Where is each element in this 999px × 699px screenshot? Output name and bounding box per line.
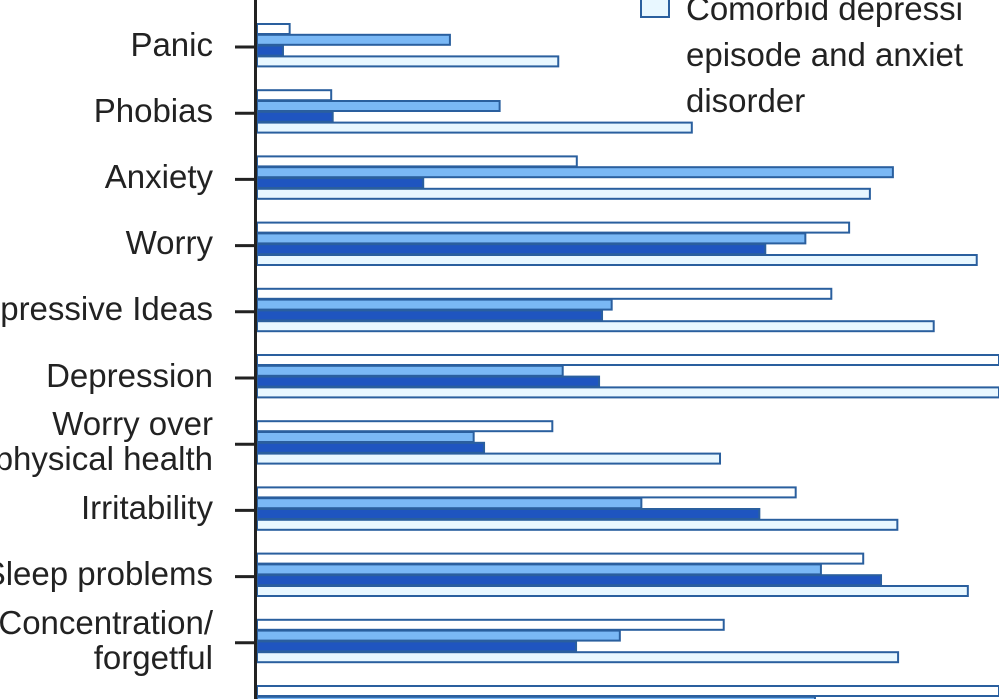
category-label: Depressive Ideas bbox=[0, 291, 213, 326]
category-label: Worry over physical health bbox=[0, 406, 213, 476]
bar-series1-7 bbox=[256, 486, 797, 499]
category-label-line: physical health bbox=[0, 440, 213, 478]
category-label: Worry bbox=[126, 225, 213, 260]
bar-series2-4 bbox=[256, 298, 613, 311]
legend-line: episode and anxiet bbox=[686, 36, 964, 73]
category-label-line: Phobias bbox=[93, 91, 213, 129]
bar-series4-0 bbox=[256, 55, 560, 68]
category-label: Sleep problems bbox=[0, 556, 213, 591]
bar-series3-7 bbox=[256, 508, 761, 520]
bar-series1-0 bbox=[256, 23, 291, 35]
category-label-line: Depression bbox=[46, 356, 213, 394]
bar-series1-6 bbox=[256, 420, 554, 433]
category-label: Irritability bbox=[81, 490, 213, 525]
bar-series2-10 bbox=[256, 695, 816, 699]
category-label: Depression bbox=[46, 358, 213, 393]
bar-series2-7 bbox=[256, 497, 643, 510]
bar-series4-6 bbox=[256, 452, 722, 465]
bar-series2-5 bbox=[256, 364, 564, 377]
bar-series2-0 bbox=[256, 33, 451, 46]
bar-series4-7 bbox=[256, 518, 899, 531]
bar-series3-1 bbox=[256, 110, 334, 123]
bar-series2-3 bbox=[256, 232, 807, 245]
bar-series2-2 bbox=[256, 166, 894, 179]
category-label-line: Irritability bbox=[80, 488, 213, 526]
bar-series3-4 bbox=[256, 309, 604, 322]
bar-series3-8 bbox=[256, 574, 883, 587]
bar-series4-1 bbox=[256, 121, 693, 134]
bar-series1-4 bbox=[256, 287, 833, 300]
category-label-line: Depressive Ideas bbox=[0, 290, 213, 328]
bar-series3-6 bbox=[256, 441, 486, 454]
category-label-line: Worry bbox=[125, 224, 213, 262]
bar-series2-1 bbox=[256, 100, 501, 112]
category-label-line: Worry over bbox=[52, 405, 213, 443]
category-label-line: Sleep problems bbox=[0, 555, 213, 593]
bar-series4-2 bbox=[256, 187, 871, 200]
legend-line: disorder bbox=[686, 82, 806, 119]
bar-series3-5 bbox=[256, 375, 601, 388]
bar-series2-6 bbox=[256, 431, 475, 443]
bar-series3-2 bbox=[256, 177, 425, 189]
bar-series4-3 bbox=[256, 254, 978, 266]
category-label-line: Anxiety bbox=[104, 157, 213, 195]
bar-series1-5 bbox=[256, 354, 999, 366]
bar-series2-9 bbox=[256, 629, 621, 642]
category-label: Concentration/forgetful bbox=[0, 605, 213, 675]
bar-series3-9 bbox=[256, 640, 578, 653]
bar-series1-10 bbox=[256, 685, 999, 697]
legend-text: Comorbid depressi episode and anxiet dis… bbox=[686, 0, 963, 124]
bar-series1-2 bbox=[256, 155, 578, 168]
bar-series3-0 bbox=[256, 44, 284, 57]
bar-series1-9 bbox=[256, 618, 725, 631]
bar-series4-5 bbox=[256, 386, 999, 399]
bar-series1-3 bbox=[256, 221, 851, 234]
category-label-line: Panic bbox=[130, 25, 213, 63]
bar-series1-1 bbox=[256, 89, 333, 102]
category-label-line: forgetful bbox=[93, 638, 213, 676]
bar-series2-8 bbox=[256, 563, 822, 576]
bar-series1-8 bbox=[256, 552, 865, 565]
legend-line: Comorbid depressi bbox=[686, 0, 963, 27]
category-label: Panic bbox=[130, 27, 213, 62]
category-label-line: Concentration/ bbox=[0, 603, 213, 641]
bar-series4-9 bbox=[256, 651, 900, 664]
category-label: Anxiety bbox=[105, 159, 213, 194]
bar-series3-3 bbox=[256, 243, 767, 256]
legend-swatch-comorbid bbox=[640, 0, 670, 18]
bar-series4-8 bbox=[256, 585, 969, 597]
bar-series4-4 bbox=[256, 320, 935, 333]
category-label: Phobias bbox=[94, 93, 213, 128]
